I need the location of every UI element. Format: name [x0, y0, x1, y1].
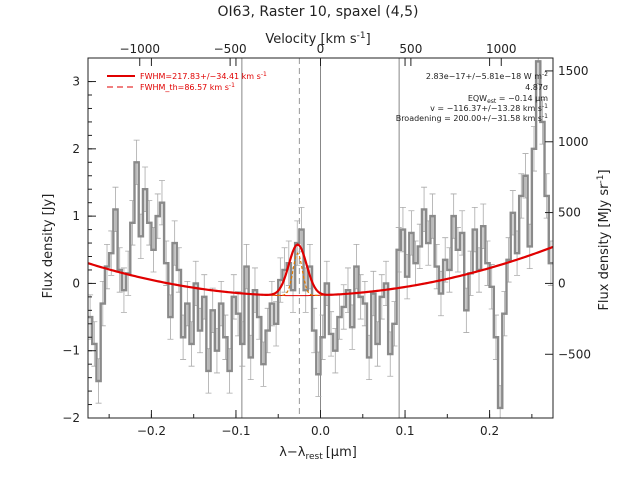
right-axis-label-main: Flux density [MJy sr [597, 183, 612, 311]
right-axis-label: Flux density [MJy sr-1] [596, 169, 612, 310]
top-tick-label-1: −500 [214, 42, 247, 56]
x-tick-label-1: −0.1 [221, 424, 250, 438]
top-axis-label: Velocity [km s-1] [265, 31, 370, 47]
y-tick-label-0: −2 [62, 411, 80, 425]
top-tick-label-3: 500 [399, 42, 422, 56]
x-tick-label-0: −0.2 [137, 424, 166, 438]
fit-thermal-line [272, 252, 322, 297]
annotation-broadening: Broadening = 200.00+/−31.58 km s-1 [396, 113, 548, 123]
x-tick-label-4: 0.2 [480, 424, 499, 438]
top-axis-label-end: ] [366, 32, 371, 47]
right-axis-label-end: ] [597, 169, 612, 174]
fit-total-line [88, 243, 553, 296]
svg-text:FWHM=217.83+/−34.41 km s-1: FWHM=217.83+/−34.41 km s-1 [140, 71, 267, 81]
right-tick-label-0: −500 [558, 347, 591, 361]
annotation-sigma: 4.87σ [525, 83, 548, 92]
svg-text:FWHM_th=86.57 km s-1: FWHM_th=86.57 km s-1 [140, 82, 235, 92]
right-axis-label-sup: -1 [596, 175, 606, 184]
top-tick-label-0: −1000 [119, 42, 160, 56]
top-tick-label-4: 1000 [486, 42, 517, 56]
y-tick-label-4: 2 [72, 142, 80, 156]
top-axis-label-sup: -1 [357, 31, 366, 41]
annotations: 2.83e−17+/−5.81e−18 W m-2 4.87σ EQWest =… [396, 71, 549, 123]
legend-entry-1-sup: -1 [229, 82, 235, 89]
x-axis-label: λ−λrest [μm] [279, 445, 357, 462]
chart-title: OI63, Raster 10, spaxel (4,5) [218, 4, 419, 20]
svg-text:λ−λrest[μm]: λ−λrest [μm] [279, 445, 357, 462]
x-axis-label-unit: [μm] [326, 445, 357, 460]
plot-area: −0.2 −0.1 0.0 0.1 0.2 −2 −1 0 1 2 3 −1000 −500 0 500 10… [62, 42, 591, 438]
right-tick-label-4: 1500 [558, 64, 589, 78]
y-tick-label-5: 3 [72, 75, 80, 89]
legend-entry-0-sup: -1 [261, 71, 267, 78]
x-axis-label-main: λ−λ [279, 445, 306, 460]
svg-text:Flux density [MJy sr-1]: Flux density [MJy sr-1] [596, 169, 612, 310]
y-tick-label-3: 1 [72, 209, 80, 223]
legend-entry-0: FWHM=217.83+/−34.41 km s [140, 72, 261, 81]
right-tick-label-3: 1000 [558, 135, 589, 149]
x-axis-label-sub: rest [305, 452, 323, 462]
annotation-flux: 2.83e−17+/−5.81e−18 W m-2 [426, 71, 548, 81]
legend-entry-1: FWHM_th=86.57 km s [140, 83, 229, 92]
y-tick-label-1: −1 [62, 344, 80, 358]
legend: FWHM=217.83+/−34.41 km s-1 FWHM_th=86.57… [107, 71, 267, 92]
svg-text:Velocity [km s-1]: Velocity [km s-1] [265, 31, 370, 47]
annotation-eqw: EQWest = −0.14 μm [468, 94, 548, 105]
right-tick-label-2: 500 [558, 206, 581, 220]
x-tick-label-3: 0.1 [395, 424, 414, 438]
y-axis-label: Flux density [Jy] [41, 194, 56, 299]
right-tick-label-1: 0 [558, 276, 566, 290]
top-axis-label-main: Velocity [km s [265, 32, 357, 47]
series-data-step [88, 60, 553, 410]
top-tick-label-2: 0 [317, 42, 325, 56]
y-tick-label-2: 0 [72, 276, 80, 290]
x-tick-label-2: 0.0 [311, 424, 330, 438]
annotation-velocity: v = −116.37+/−13.28 km s-1 [430, 103, 548, 113]
